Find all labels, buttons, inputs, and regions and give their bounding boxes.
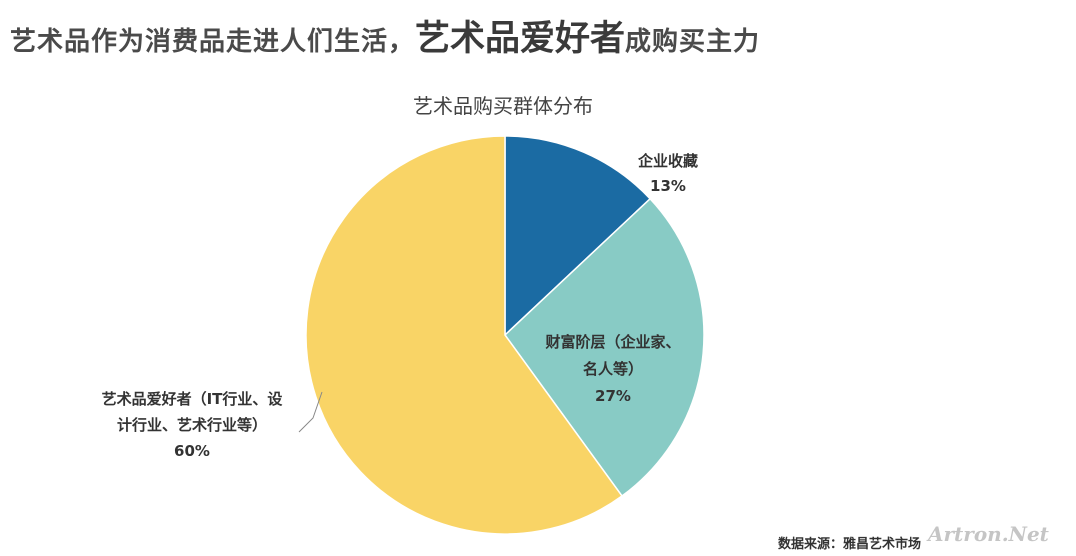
slice-value-label: 27% (595, 387, 631, 405)
pie-slice-2 (504, 197, 705, 498)
headline-part-3: 成购买主力 (625, 27, 761, 57)
slice-name-line: 企业收藏 (637, 152, 698, 170)
headline-emphasis: 艺术品爱好者 (415, 19, 626, 59)
slice-value-label: 13% (650, 177, 686, 195)
slice-label-3: 艺术品爱好者（IT行业、设计行业、艺术行业等） 60% (102, 390, 283, 460)
slice-name-line: 计行业、艺术行业等） (117, 416, 267, 434)
slice-label-2: 财富阶层（企业家、名人等） 27% (545, 333, 680, 405)
data-source: 数据来源：雅昌艺术市场 (778, 537, 922, 552)
chart-title: 艺术品购买群体分布 (413, 94, 593, 118)
watermark-logo: Artron.Net (928, 522, 1049, 546)
pie-slice-3 (305, 135, 624, 535)
pie-slice-1 (504, 135, 652, 337)
slice-value-label: 60% (174, 442, 210, 460)
leader-line (298, 391, 323, 433)
slice-name-line: 艺术品爱好者（IT行业、设 (102, 390, 283, 408)
slice-label-1: 企业收藏 13% (637, 152, 698, 195)
slice-name-line: 财富阶层（企业家、 (545, 333, 680, 351)
headline-part-1: 艺术品作为消费品走进人们生活， (10, 27, 416, 57)
slice-name-line: 名人等） (583, 360, 643, 378)
headline: 艺术品作为消费品走进人们生活，艺术品爱好者成购买主力 (10, 10, 760, 61)
